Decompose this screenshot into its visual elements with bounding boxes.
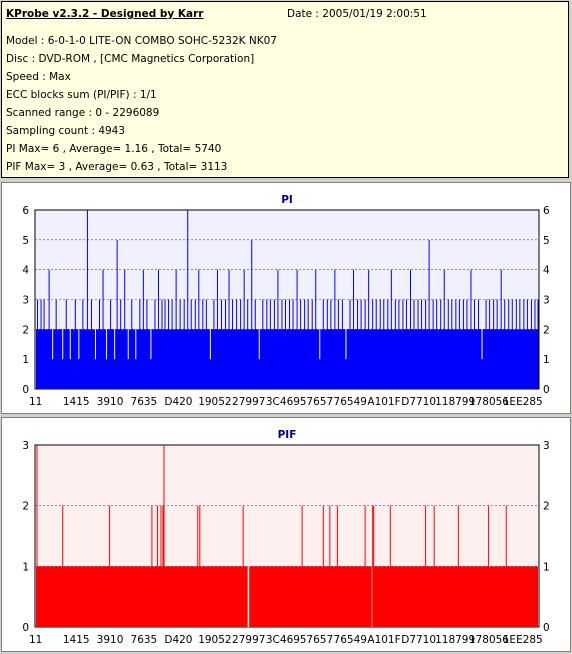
x-tick-label: 3C469 — [266, 634, 300, 646]
chart-title: PI — [281, 194, 293, 206]
x-tick-label: 57657 — [300, 634, 333, 646]
x-tick-label: 3910 — [97, 396, 124, 408]
y-tick-label: 4 — [22, 265, 29, 277]
y-tick-label: 0 — [22, 384, 29, 396]
x-tick-label: D420 — [164, 634, 192, 646]
x-tick-label: 1415 — [63, 634, 90, 646]
x-tick-label: 19052 — [198, 396, 231, 408]
y-tick-label: 3 — [22, 295, 29, 307]
y-tick-label-right: 1 — [543, 354, 550, 366]
x-tick-label: 1EE285 — [503, 396, 543, 408]
gap-bar — [247, 566, 250, 627]
x-tick-label: 118799 — [435, 396, 475, 408]
app-title: KProbe v2.3.2 - Designed by Karr — [6, 8, 204, 20]
y-tick-label-right: 6 — [543, 205, 550, 217]
y-tick-label: 2 — [22, 501, 29, 513]
x-tick-label: 3C469 — [266, 396, 300, 408]
x-tick-label: A101F — [367, 634, 400, 646]
y-tick-label-right: 4 — [543, 265, 550, 277]
x-tick-label: 1EE285 — [503, 634, 543, 646]
x-tick-label: 178056 — [469, 634, 509, 646]
x-tick-label: D420 — [164, 396, 192, 408]
y-tick-label-right: 5 — [543, 235, 550, 247]
y-tick-label: 2 — [22, 324, 29, 336]
chart-title: PIF — [278, 429, 297, 441]
disc-line: Disc : DVD-ROM , [CMC Magnetics Corporat… — [6, 53, 255, 65]
pif-summary-line: PIF Max= 3 , Average= 0.63 , Total= 3113 — [6, 161, 228, 173]
speed-line: Speed : Max — [6, 71, 71, 83]
x-tick-label: 19052 — [198, 634, 231, 646]
x-tick-label: D7710 — [401, 634, 436, 646]
info-panel: KProbe v2.3.2 - Designed by Karr Date : … — [1, 1, 569, 178]
pif-chart-panel: PIF 0 0 1 1 2 2 3 3 11 1415 3910 7635 D420 19052 27997 3… — [1, 417, 571, 652]
ecc-line: ECC blocks sum (PI/PIF) : 1/1 — [6, 89, 157, 101]
y-tick-label-right: 3 — [543, 440, 550, 452]
x-tick-label: 57657 — [300, 396, 333, 408]
pi-chart: PI0 01 12 23 34 45 56 611 1415 3910 7635 D420 19052 2… — [22, 194, 550, 408]
x-tick-label: 27997 — [232, 634, 265, 646]
x-tick-label: 7635 — [131, 396, 158, 408]
x-tick-label: 178056 — [469, 396, 509, 408]
pi-chart-panel: PI 0 0 1 1 2 2 3 3 4 4 5 5 6 6 11 1415 3910 7635 D420 19052 2… — [1, 182, 571, 414]
y-tick-label-right: 1 — [543, 561, 550, 573]
x-tick-label: A101F — [367, 396, 400, 408]
y-tick-label-right: 3 — [543, 295, 550, 307]
y-tick-label: 1 — [22, 561, 29, 573]
x-tick-label: 3910 — [97, 634, 124, 646]
y-tick-label: 6 — [22, 205, 29, 217]
baseline-bars — [36, 329, 538, 389]
x-tick-label: 11 — [29, 634, 42, 646]
y-tick-label-right: 2 — [543, 324, 550, 336]
x-tick-label: D7710 — [401, 396, 436, 408]
x-tick-label: 11 — [29, 396, 42, 408]
y-tick-label-right: 2 — [543, 501, 550, 513]
x-tick-label: 7635 — [131, 634, 158, 646]
x-tick-label: 1415 — [63, 396, 90, 408]
range-line: Scanned range : 0 - 2296089 — [6, 107, 160, 119]
y-tick-label: 3 — [22, 440, 29, 452]
sampling-line: Sampling count : 4943 — [6, 125, 126, 137]
y-tick-label: 5 — [22, 235, 29, 247]
y-tick-label-right: 0 — [543, 622, 550, 634]
scan-date: Date : 2005/01/19 2:00:51 — [287, 8, 427, 20]
y-tick-label: 0 — [22, 622, 29, 634]
x-tick-label: 27997 — [232, 396, 265, 408]
x-tick-label: 76549 — [334, 396, 367, 408]
x-tick-label: 118799 — [435, 634, 475, 646]
x-tick-label: 76549 — [334, 634, 367, 646]
y-tick-label: 1 — [22, 354, 29, 366]
baseline-bars — [36, 566, 538, 627]
y-tick-label-right: 0 — [543, 384, 550, 396]
model-line: Model : 6-0-1-0 LITE-ON COMBO SOHC-5232K… — [6, 35, 277, 47]
pi-summary-line: PI Max= 6 , Average= 1.16 , Total= 5740 — [6, 143, 222, 155]
